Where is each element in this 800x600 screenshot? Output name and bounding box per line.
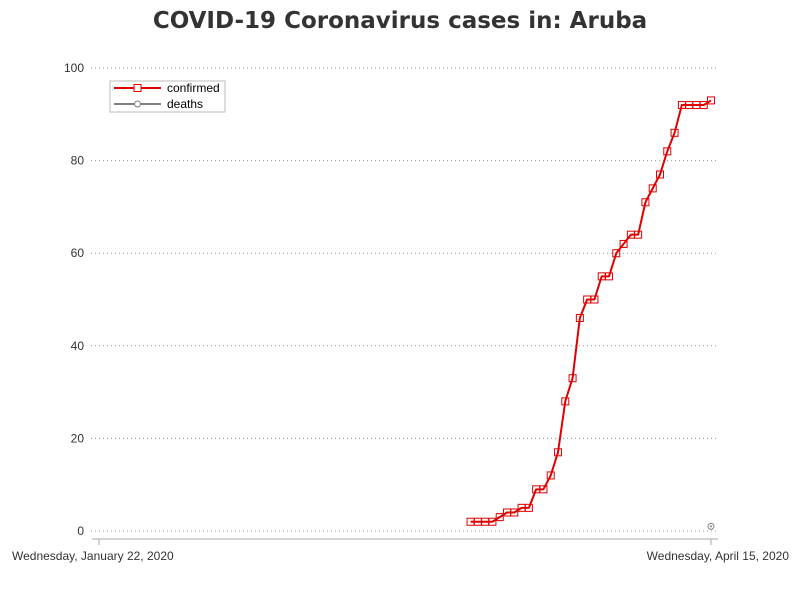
legend-label-deaths: deaths <box>167 97 203 111</box>
deaths-point-dot <box>710 525 712 528</box>
y-tick-label: 0 <box>77 524 84 538</box>
deaths-point <box>707 522 715 530</box>
confirmed-line <box>470 99 712 523</box>
y-tick-label: 80 <box>71 154 85 168</box>
series-confirmed <box>466 96 715 526</box>
confirmed-point <box>554 448 562 457</box>
series <box>466 96 715 530</box>
confirmed-point <box>568 374 577 383</box>
confirmed-point <box>619 239 628 248</box>
confirmed-point <box>590 295 599 304</box>
confirmed-point <box>699 101 708 110</box>
gridlines <box>91 67 718 532</box>
legend-box <box>109 80 226 113</box>
axes: 0 20 40 60 80 100 Wednesday, January 22, 2020 W… <box>12 61 789 563</box>
confirmed-point <box>605 272 613 281</box>
confirmed-point <box>510 508 519 517</box>
legend-marker-deaths <box>134 100 141 108</box>
y-tick-label: 20 <box>71 431 85 445</box>
confirmed-point <box>707 96 715 105</box>
series-deaths <box>707 522 715 530</box>
confirmed-point <box>656 170 664 179</box>
confirmed-point <box>488 517 497 526</box>
confirmed-point <box>663 147 672 156</box>
legend-label-confirmed: confirmed <box>167 81 220 95</box>
confirmed-point <box>546 471 555 480</box>
confirmed-point <box>641 198 650 207</box>
confirmed-point <box>634 230 643 239</box>
confirmed-point <box>670 128 679 137</box>
y-tick-label: 100 <box>64 61 84 75</box>
confirmed-point <box>575 314 584 323</box>
chart-title: COVID-19 Coronavirus cases in: Aruba <box>152 8 648 34</box>
confirmed-point <box>495 513 504 522</box>
confirmed-point <box>524 503 533 512</box>
confirmed-point <box>561 397 570 406</box>
confirmed-point <box>539 485 548 494</box>
legend: confirmed deaths <box>109 80 226 113</box>
y-tick-label: 40 <box>71 339 85 353</box>
legend-marker-confirmed <box>133 84 142 92</box>
confirmed-point <box>648 184 657 193</box>
y-tick-label: 60 <box>71 246 85 260</box>
confirmed-point <box>612 249 621 258</box>
x-tick-label: Wednesday, January 22, 2020 <box>12 549 174 563</box>
x-tick-label: Wednesday, April 15, 2020 <box>647 549 790 563</box>
